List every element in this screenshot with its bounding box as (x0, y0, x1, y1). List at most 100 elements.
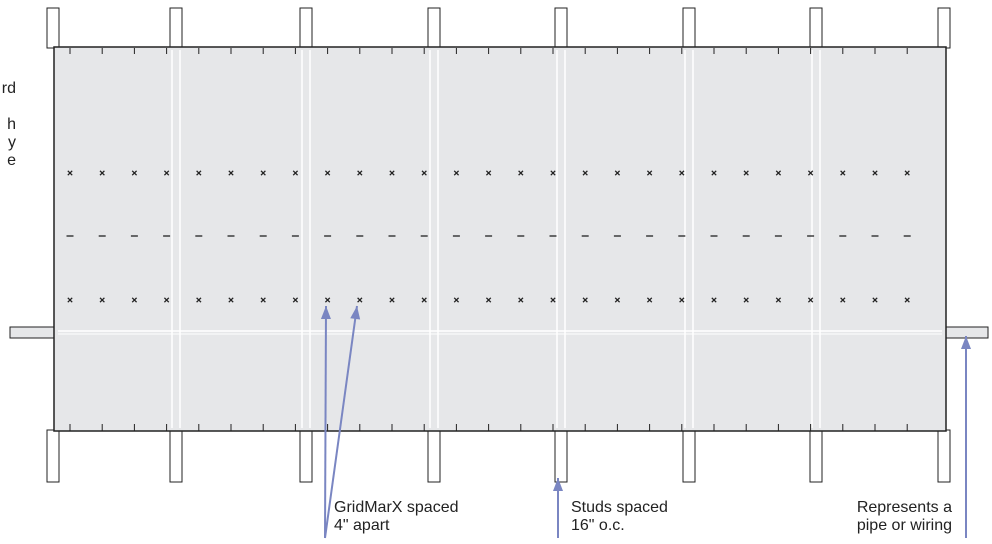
left-label-line-4: y (8, 134, 16, 151)
mark-x-1-4-b (163, 170, 170, 176)
stud-top-6 (682, 7, 696, 49)
pipe-label-line-1: Represents a (856, 499, 952, 516)
mark-x-1-3-b (131, 170, 138, 176)
mark-x-1-22-b (743, 170, 749, 176)
mark-x-1-13-b (453, 170, 460, 176)
mark-x-1-11-b (389, 170, 395, 176)
stud-top-1 (46, 7, 60, 49)
mark-x-3-11-b (389, 297, 395, 303)
gridmarx-arrow-1-head (320, 306, 331, 320)
gridmarx-arrow-2-shaft (324, 305, 358, 539)
pipe-label: Represents a pipe or wiring (826, 499, 952, 535)
stud-bottoms (46, 429, 951, 483)
studs-arrow-head (553, 478, 563, 491)
gridmarx-label-line-2: 4" apart (334, 517, 390, 534)
mark-x-3-26-b (872, 297, 878, 303)
stud-bottom-7 (809, 429, 823, 483)
mark-x-3-22-b (743, 297, 749, 303)
gridmarx-arrow-1-shaft (324, 305, 327, 539)
mark-x-1-1-b (67, 170, 73, 176)
mark-x-3-7-b (260, 297, 266, 303)
mark-x-1-20-b (679, 170, 685, 176)
mark-x-1-6-b (228, 170, 234, 176)
studs-label-line-2: 16" o.c. (571, 517, 625, 534)
mark-x-1-24-b (807, 170, 814, 176)
mark-x-3-10-b (357, 297, 363, 303)
mark-x-3-2-b (99, 297, 105, 303)
stud-bottom-4 (427, 429, 441, 483)
gridmarx-label: GridMarX spaced 4" apart (334, 499, 459, 535)
mark-x-3-9-b (324, 297, 331, 303)
mark-x-3-19-b (646, 297, 653, 303)
left-partial-label: rd h y e (0, 80, 16, 170)
stud-top-7 (809, 7, 823, 49)
mark-x-3-21-b (711, 297, 717, 303)
stud-top-4 (427, 7, 441, 49)
stud-top-5 (554, 7, 568, 49)
gridmarx-label-line-1: GridMarX spaced (334, 499, 459, 516)
mark-x-1-9-b (324, 170, 331, 176)
gridmarx-arrow-2-head (350, 306, 361, 320)
mark-x-1-15-b (518, 170, 524, 176)
mark-x-3-14-b (485, 297, 492, 303)
mark-x-3-20-b (679, 297, 685, 303)
gridmarx-marks (66, 170, 911, 303)
mark-x-3-16-b (550, 297, 556, 303)
mark-x-1-21-b (711, 170, 717, 176)
mark-x-1-27-b (904, 170, 910, 176)
drywall-board (53, 46, 947, 432)
mark-x-1-12-b (421, 170, 427, 176)
mark-x-3-24-b (807, 297, 814, 303)
mark-x-1-7-b (260, 170, 266, 176)
stud-centerlines (171, 50, 821, 428)
mark-x-1-2-b (99, 170, 105, 176)
mark-x-3-18-b (614, 297, 621, 303)
mark-x-3-3-b (131, 297, 138, 303)
stud-bottom-2 (169, 429, 183, 483)
left-label-line-5: e (7, 152, 16, 169)
mark-x-3-25-b (840, 297, 846, 303)
mark-x-3-13-b (453, 297, 460, 303)
mark-x-3-8-b (292, 297, 299, 303)
stud-bottom-1 (46, 429, 60, 483)
edge-ticks (69, 48, 908, 431)
callout-arrows (320, 305, 971, 539)
mark-x-3-6-b (228, 297, 234, 303)
stud-bottom-6 (682, 429, 696, 483)
pipe-left (9, 326, 55, 339)
mark-x-3-15-b (518, 297, 524, 303)
stud-bottom-5 (554, 429, 568, 483)
studs-label-line-1: Studs spaced (571, 499, 668, 516)
mark-x-1-25-b (840, 170, 846, 176)
stud-top-2 (169, 7, 183, 49)
pipe-arrow-head (961, 336, 971, 349)
studs-label: Studs spaced 16" o.c. (571, 499, 668, 535)
mark-x-1-18-b (614, 170, 621, 176)
stud-top-8 (937, 7, 951, 49)
pipe-label-line-2: pipe or wiring (856, 517, 952, 534)
stud-top-3 (299, 7, 313, 49)
mark-x-1-23-b (775, 170, 782, 176)
mark-x-1-17-b (582, 170, 588, 176)
mark-x-3-1-b (67, 297, 73, 303)
stud-bottom-3 (299, 429, 313, 483)
stud-bottom-8 (937, 429, 951, 483)
left-label-line-2 (0, 98, 16, 116)
mark-x-3-12-b (421, 297, 427, 303)
mark-x-1-19-b (646, 170, 653, 176)
mark-x-3-27-b (904, 297, 910, 303)
mark-x-3-23-b (775, 297, 782, 303)
mark-x-1-5-b (196, 170, 202, 176)
mark-x-1-14-b (485, 170, 492, 176)
mark-x-1-8-b (292, 170, 299, 176)
mark-x-1-10-b (357, 170, 363, 176)
stud-tops (46, 7, 951, 49)
mark-x-3-5-b (196, 297, 202, 303)
left-label-line-3: h (7, 116, 16, 133)
mark-x-1-16-b (550, 170, 556, 176)
mark-x-3-17-b (582, 297, 588, 303)
mark-x-3-4-b (163, 297, 170, 303)
left-label-line-1: rd (1, 80, 16, 97)
mark-x-1-26-b (872, 170, 878, 176)
